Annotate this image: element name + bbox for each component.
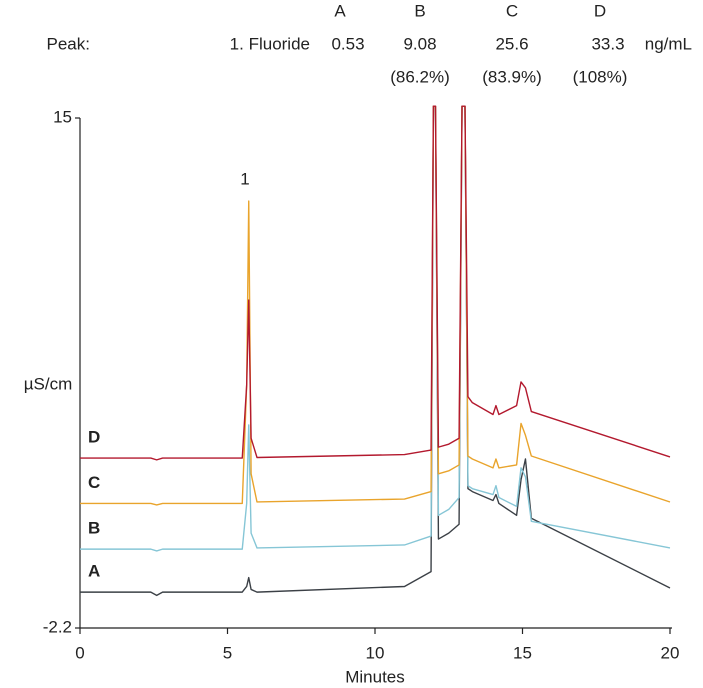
x-axis-label: Minutes — [345, 667, 405, 686]
y-axis-label: µS/cm — [24, 374, 73, 393]
peak-label: 1 — [240, 169, 249, 188]
unit: ng/mL — [645, 34, 692, 53]
x-tick-label: 5 — [223, 643, 232, 662]
trace — [80, 105, 671, 461]
analyte: 1. Fluoride — [230, 34, 310, 53]
recovery: (83.9%) — [482, 67, 542, 86]
trace — [80, 105, 671, 597]
x-tick-label: 10 — [366, 643, 385, 662]
concentration: 25.6 — [495, 34, 528, 53]
trace-label: C — [88, 473, 100, 492]
column-header: B — [414, 1, 425, 20]
concentration: 33.3 — [591, 34, 624, 53]
recovery: (86.2%) — [390, 67, 450, 86]
trace-label: A — [88, 562, 100, 581]
trace-label: D — [88, 428, 100, 447]
peak-header: Peak: — [47, 34, 90, 53]
column-header: A — [334, 1, 346, 20]
concentration: 0.53 — [331, 34, 364, 53]
column-header: C — [506, 1, 518, 20]
trace — [80, 105, 671, 552]
column-header: D — [594, 1, 606, 20]
y-tick-label: -2.2 — [43, 617, 72, 636]
recovery: (108%) — [573, 67, 628, 86]
trace — [80, 105, 671, 506]
x-tick-label: 0 — [75, 643, 84, 662]
x-tick-label: 15 — [513, 643, 532, 662]
trace-label: B — [88, 519, 100, 538]
concentration: 9.08 — [403, 34, 436, 53]
y-tick-label: 15 — [53, 107, 72, 126]
x-tick-label: 20 — [661, 643, 680, 662]
plot-area — [80, 105, 671, 597]
